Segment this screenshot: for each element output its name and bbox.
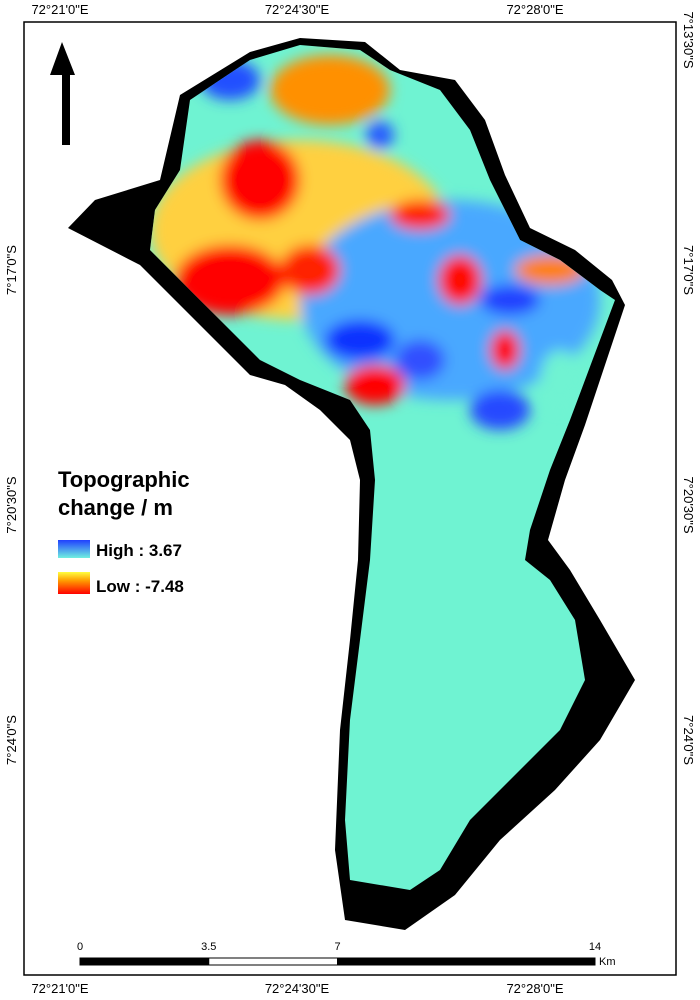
longitude-label: 72°21'0"E	[31, 2, 88, 17]
legend-title: change / m	[58, 495, 173, 520]
scale-unit: Km	[599, 956, 616, 968]
coordinate-labels: 72°21'0"E 72°24'30"E 72°28'0"E 72°21'0"E 72°…	[4, 2, 696, 996]
legend-swatch-high	[58, 540, 90, 558]
latitude-label: 7°24'0"S	[4, 715, 19, 765]
scale-label: 0	[77, 941, 83, 953]
scale-label: 7	[334, 941, 340, 953]
scale-label: 14	[589, 941, 601, 953]
legend-high: High : 3.67	[96, 541, 182, 560]
scale-segment	[337, 957, 596, 966]
scale-bar: 0 3.5 7 14 Km	[77, 941, 616, 968]
longitude-label: 72°24'30"E	[265, 2, 330, 17]
scale-segment	[208, 957, 338, 966]
latitude-label: 7°20'30"S	[681, 476, 696, 533]
latitude-label: 7°17'0"S	[4, 245, 19, 295]
change-surface	[150, 55, 600, 430]
latitude-label: 7°17'0"S	[681, 245, 696, 295]
scale-label: 3.5	[201, 941, 216, 953]
legend-swatch-low	[58, 572, 90, 594]
longitude-label: 72°24'30"E	[265, 981, 330, 996]
latitude-label: 7°13'30"S	[681, 11, 696, 68]
scale-segment	[79, 957, 210, 966]
latitude-label: 7°24'0"S	[681, 715, 696, 765]
legend-title: Topographic	[58, 467, 190, 492]
legend-low: Low : -7.48	[96, 577, 184, 596]
longitude-label: 72°28'0"E	[506, 981, 563, 996]
longitude-label: 72°28'0"E	[506, 2, 563, 17]
latitude-label: 7°20'30"S	[4, 476, 19, 533]
longitude-label: 72°21'0"E	[31, 981, 88, 996]
north-arrow	[50, 42, 75, 145]
